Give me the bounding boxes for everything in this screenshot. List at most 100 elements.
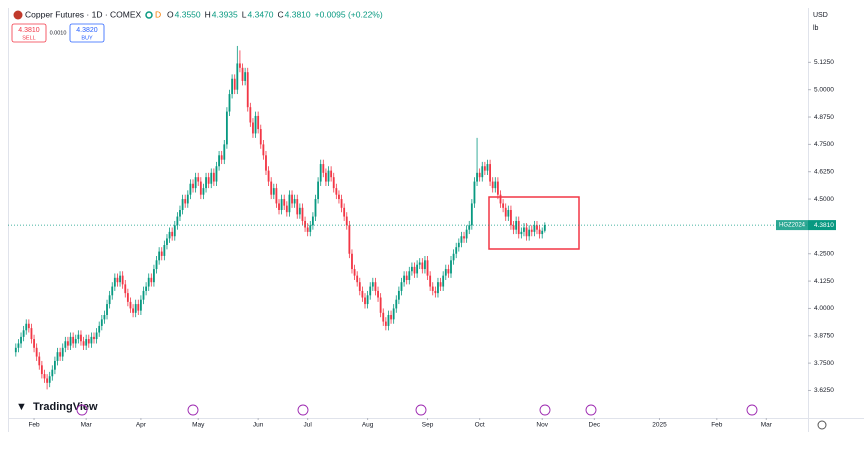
y-tick-label: 4.0000: [814, 305, 834, 312]
candle-body: [113, 277, 116, 287]
candle-body: [538, 229, 541, 235]
x-tick-label: Apr: [136, 422, 147, 429]
candle-body: [233, 78, 236, 90]
candle-body: [533, 225, 536, 232]
candle-body: [35, 347, 38, 357]
candle-body: [426, 260, 429, 276]
candle-body: [465, 229, 468, 239]
candle-body: [424, 260, 426, 270]
candle-body: [510, 210, 512, 226]
candle-body: [452, 253, 455, 261]
x-tick-label: Aug: [362, 422, 374, 429]
candle-body: [262, 144, 265, 156]
candle-body: [377, 290, 379, 298]
candle-body: [126, 293, 129, 302]
candle-body: [340, 199, 343, 208]
event-icon[interactable]: [187, 404, 199, 416]
candle-body: [210, 172, 213, 184]
brand-logo: ▼: [16, 401, 27, 413]
candle-body: [241, 67, 244, 81]
candle-body: [202, 188, 205, 195]
market-status: [145, 11, 153, 19]
candle-body: [199, 181, 202, 195]
candle-body: [168, 231, 171, 239]
candle-body: [249, 107, 252, 123]
candle-body: [246, 72, 249, 108]
candle-body: [429, 275, 432, 287]
currency[interactable]: USD: [813, 12, 828, 19]
candle-body: [103, 315, 106, 320]
candle-body: [90, 336, 93, 344]
candle-body: [147, 277, 150, 287]
candle-body: [410, 266, 413, 272]
x-tick-label: Mar: [761, 422, 773, 429]
sell-button[interactable]: [11, 23, 47, 43]
candle-body: [197, 177, 200, 182]
candle-body: [192, 183, 194, 189]
candle-body: [179, 210, 181, 217]
candle-body: [173, 225, 176, 237]
candle-body: [51, 369, 54, 377]
candle-body: [504, 207, 507, 217]
event-icon[interactable]: [539, 404, 551, 416]
event-icon[interactable]: [76, 404, 88, 416]
candle-body: [358, 282, 361, 291]
event-icon[interactable]: [585, 404, 597, 416]
y-tick-label: 4.5000: [814, 196, 834, 203]
candle-body: [64, 341, 67, 348]
candle-body: [325, 172, 327, 182]
candle-body: [283, 199, 286, 206]
symbol-icon: [13, 10, 23, 20]
candle-body: [311, 216, 314, 226]
candle-body: [116, 277, 119, 283]
candle-body: [455, 247, 458, 254]
candle-body: [442, 275, 445, 287]
candle-body: [25, 323, 28, 331]
candle-body: [205, 177, 207, 189]
candle-body: [48, 376, 51, 383]
candle-body: [158, 251, 161, 261]
candle-body: [124, 284, 127, 294]
candle-body: [460, 236, 463, 243]
x-tick-label: 2025: [652, 422, 667, 429]
x-tick-label: Feb: [711, 422, 723, 429]
candle-body: [46, 378, 48, 383]
candle-body: [517, 220, 520, 235]
event-icon[interactable]: [297, 404, 309, 416]
candle-body: [536, 225, 538, 230]
candle-body: [491, 181, 494, 189]
candle-body: [301, 207, 304, 221]
ohlc-legend: O 4.3550 H 4.3935 L 4.3470 C 4.3810: [167, 9, 311, 19]
ohlc-value: 4.3470: [248, 9, 274, 19]
candle-body: [220, 155, 223, 160]
event-icon[interactable]: [746, 404, 758, 416]
ohlc-label: H: [205, 9, 211, 19]
candle-body: [254, 115, 257, 134]
candle-body: [207, 177, 210, 184]
candle-body: [382, 312, 385, 322]
candle-body: [515, 220, 518, 230]
candle-body: [400, 282, 403, 291]
candle-body: [142, 290, 145, 300]
y-tick-label: 4.6250: [814, 168, 834, 175]
unit[interactable]: lb: [813, 25, 819, 32]
candle-body: [444, 269, 447, 276]
candle-body: [338, 194, 340, 200]
candle-body: [317, 181, 320, 200]
candle-body: [100, 319, 103, 326]
settings-icon[interactable]: [817, 420, 827, 430]
candle-body: [119, 275, 121, 283]
ohlc-label: L: [242, 9, 247, 19]
candle-body: [397, 290, 400, 300]
candle-body: [470, 203, 473, 226]
event-icon[interactable]: [415, 404, 427, 416]
candle-body: [267, 170, 270, 182]
candle-body: [395, 299, 398, 309]
candle-body: [155, 260, 158, 270]
buy-button[interactable]: [69, 23, 105, 43]
candle-body: [371, 282, 374, 287]
candle-body: [343, 207, 346, 217]
candle-body: [439, 282, 442, 287]
candle-body: [278, 203, 280, 210]
